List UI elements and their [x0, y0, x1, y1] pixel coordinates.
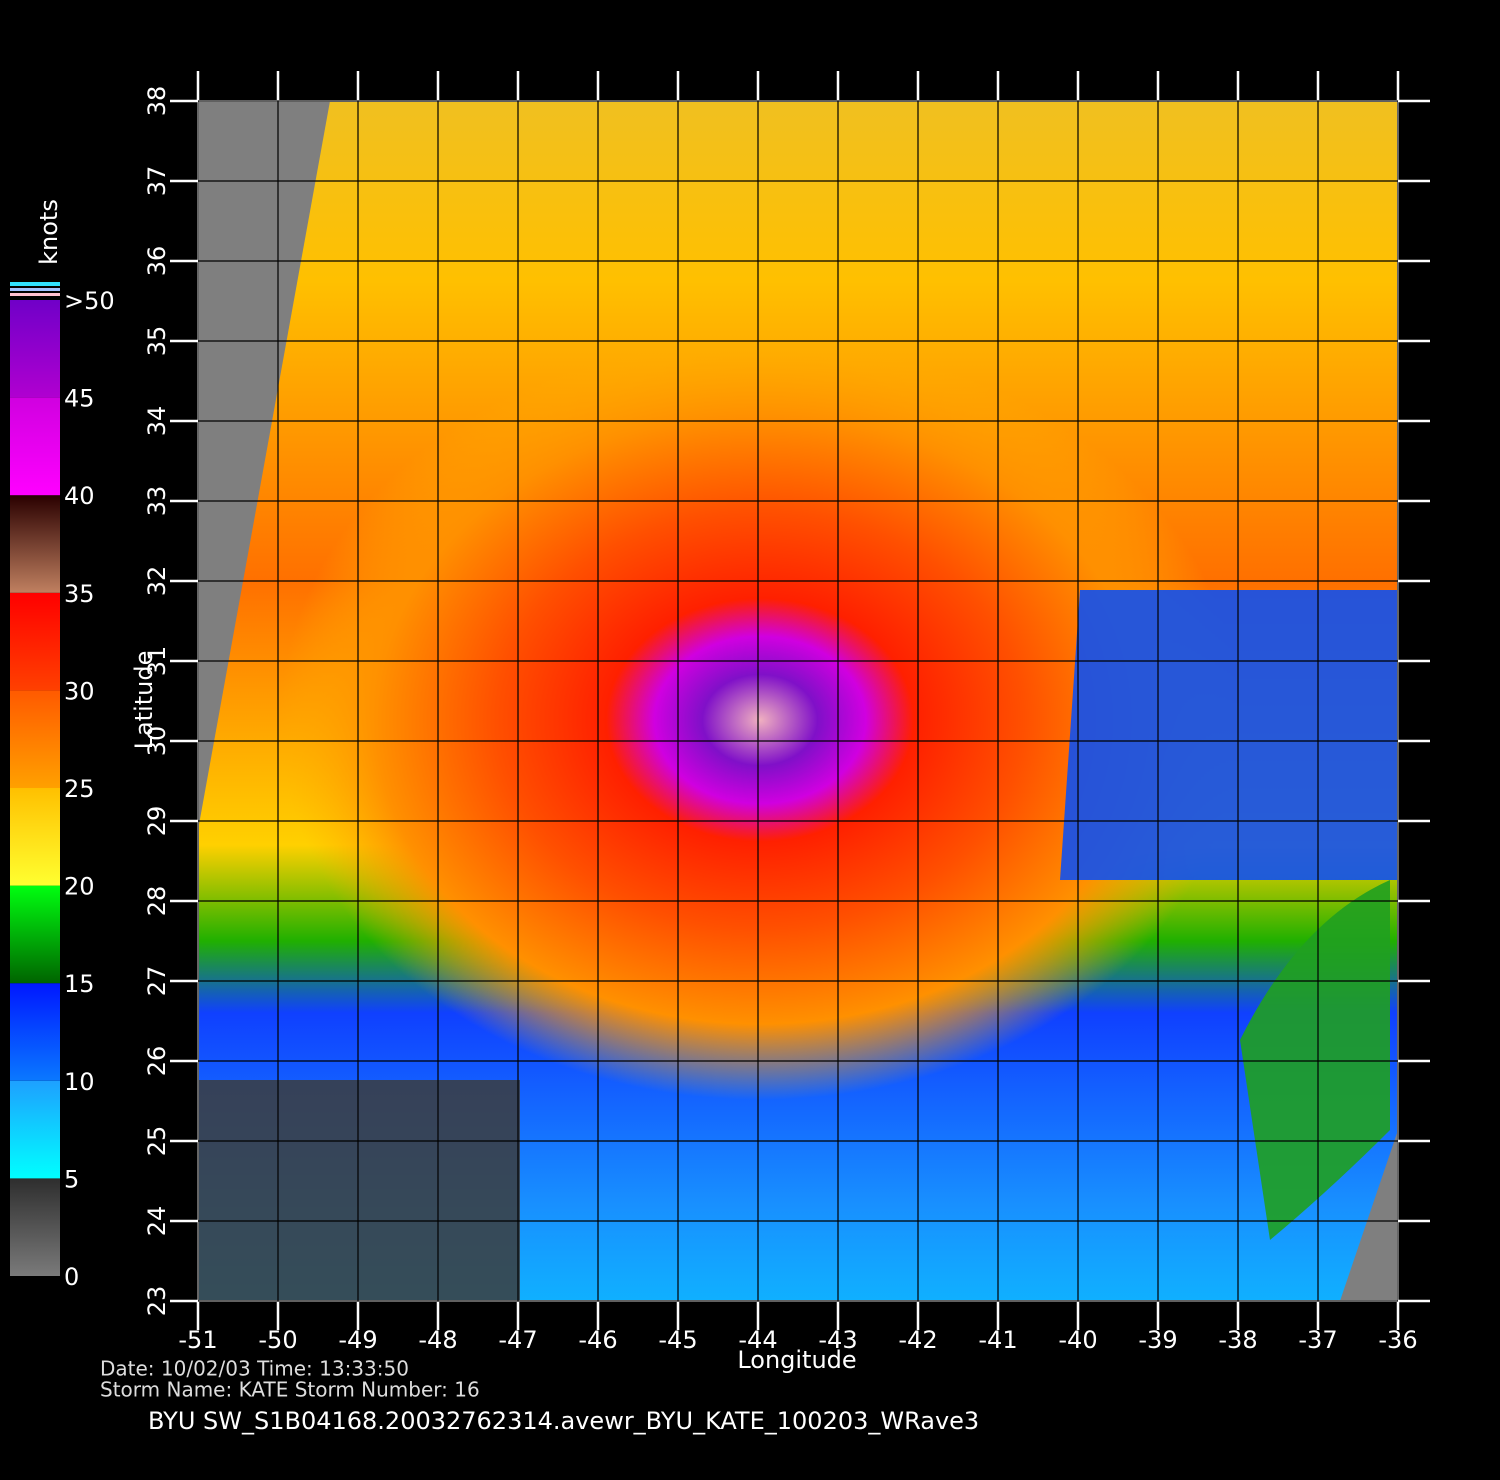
- colorbar-band: [10, 495, 60, 593]
- y-tick-label: 29: [143, 806, 171, 837]
- colorbar-tick-label: 0: [64, 1263, 79, 1291]
- colorbar-band: [10, 788, 60, 886]
- y-tick-label: 32: [143, 566, 171, 597]
- y-tick-label: 35: [143, 326, 171, 357]
- y-tick-label: 25: [143, 1126, 171, 1157]
- y-tick-label: 27: [143, 966, 171, 997]
- y-tick-label: 26: [143, 1046, 171, 1077]
- x-tick-label: -41: [978, 1326, 1017, 1354]
- y-tick-label: 23: [143, 1286, 171, 1317]
- colorbar-tick-label: 30: [64, 677, 95, 705]
- colorbar-band: [10, 983, 60, 1081]
- x-tick-label: -38: [1218, 1326, 1257, 1354]
- colorbar-tick-label: 20: [64, 873, 95, 901]
- y-tick-label: 31: [143, 646, 171, 677]
- colorbar-tick-label: 35: [64, 580, 95, 608]
- colorbar-tick-label: 10: [64, 1068, 95, 1096]
- colorbar-band: [10, 300, 60, 398]
- y-tick-label: 38: [143, 86, 171, 117]
- x-tick-label: -36: [1378, 1326, 1417, 1354]
- x-tick-label: -44: [738, 1326, 777, 1354]
- x-tick-label: -51: [178, 1326, 217, 1354]
- colorbar-tick-label: 25: [64, 775, 95, 803]
- y-tick-label: 37: [143, 166, 171, 197]
- colorbar-title: knots: [35, 199, 63, 265]
- colorbar-band: [10, 1080, 60, 1179]
- y-tick-label: 33: [143, 486, 171, 517]
- footer-title: BYU SW_S1B04168.20032762314.avewr_BYU_KA…: [148, 1407, 979, 1435]
- y-tick-label: 36: [143, 246, 171, 277]
- x-tick-label: -46: [578, 1326, 617, 1354]
- colorbar-tick-label: 15: [64, 970, 95, 998]
- x-tick-label: -48: [418, 1326, 457, 1354]
- y-axis-label: Latitude: [130, 651, 158, 750]
- colorbar-band: [10, 690, 60, 788]
- colorbar-cap: [10, 282, 60, 286]
- y-tick-label: 24: [143, 1206, 171, 1237]
- x-tick-label: -43: [818, 1326, 857, 1354]
- x-axis-label: Longitude: [737, 1346, 856, 1374]
- colorbar-tick-label: 5: [64, 1165, 79, 1193]
- x-tick-label: -42: [898, 1326, 937, 1354]
- colorbar-tick-label: 45: [64, 385, 95, 413]
- x-tick-label: -37: [1298, 1326, 1337, 1354]
- colorbar-band: [10, 397, 60, 496]
- x-tick-label: -49: [338, 1326, 377, 1354]
- x-tick-label: -39: [1138, 1326, 1177, 1354]
- colorbar-band: [10, 592, 60, 691]
- y-tick-label: 34: [143, 406, 171, 437]
- colorbar-tick-label: 40: [64, 482, 95, 510]
- x-tick-label: -40: [1058, 1326, 1097, 1354]
- y-tick-label: 30: [143, 726, 171, 757]
- colorbar-band: [10, 885, 60, 984]
- colorbar-cap: [10, 288, 60, 291]
- colorbar-band: [10, 1178, 60, 1276]
- x-tick-label: -45: [658, 1326, 697, 1354]
- storm-line: Storm Name: KATE Storm Number: 16: [100, 1378, 480, 1402]
- x-tick-label: -47: [498, 1326, 537, 1354]
- wind-field-image: [197, 100, 1399, 1302]
- x-tick-label: -50: [258, 1326, 297, 1354]
- date-line: Date: 10/02/03 Time: 13:33:50: [100, 1357, 409, 1381]
- colorbar-cap: [10, 293, 60, 296]
- y-tick-label: 28: [143, 886, 171, 917]
- colorbar-tick-label: >50: [64, 287, 115, 315]
